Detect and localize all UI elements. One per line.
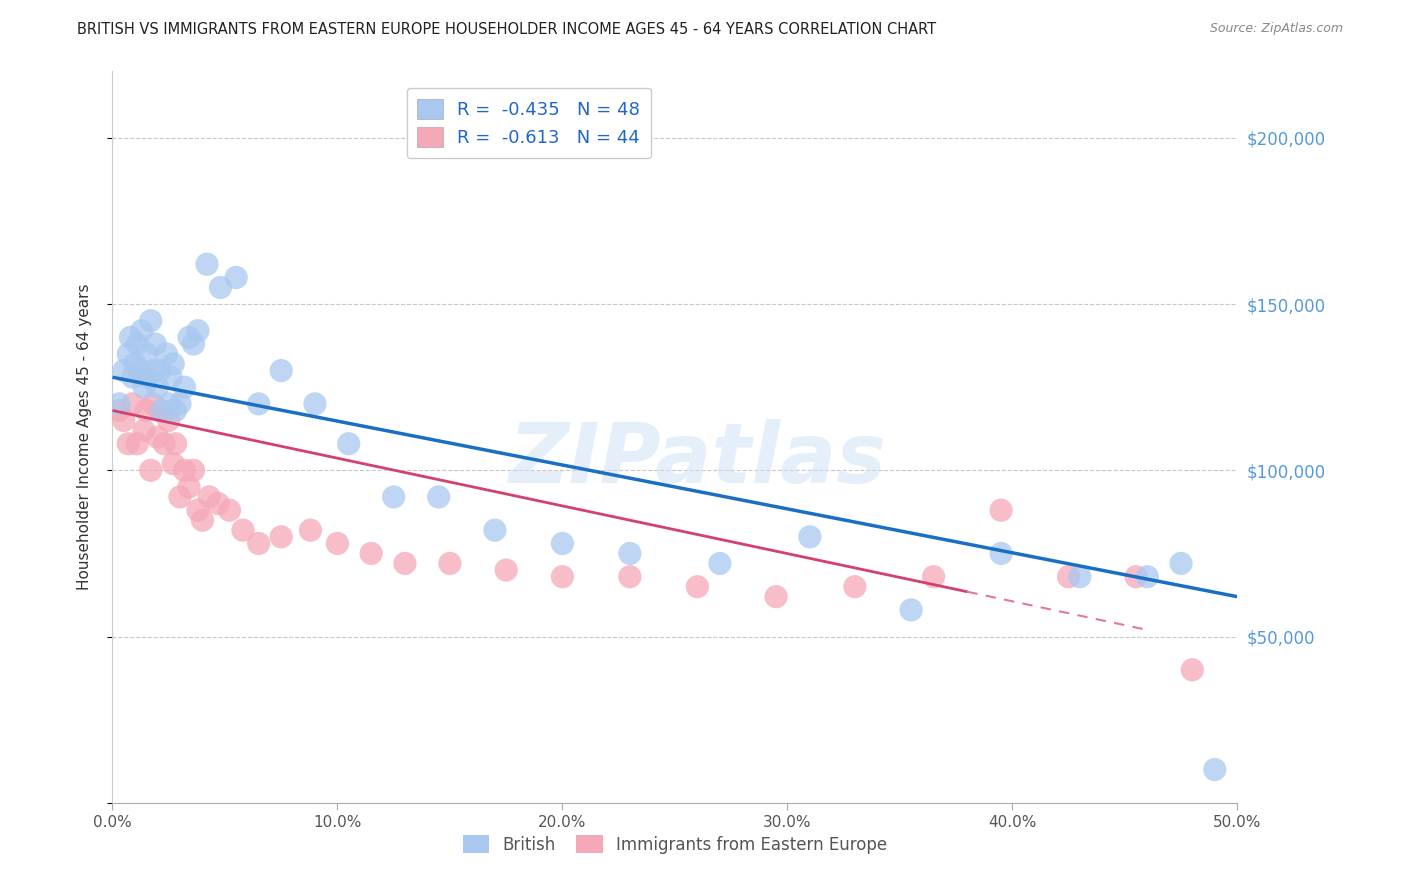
Text: Source: ZipAtlas.com: Source: ZipAtlas.com bbox=[1209, 22, 1343, 36]
Point bbox=[146, 430, 169, 444]
Point bbox=[394, 557, 416, 571]
Point bbox=[127, 436, 149, 450]
Point bbox=[218, 503, 240, 517]
Point bbox=[337, 436, 360, 450]
Y-axis label: Householder Income Ages 45 - 64 years: Householder Income Ages 45 - 64 years bbox=[77, 284, 91, 591]
Point bbox=[207, 497, 229, 511]
Point bbox=[139, 463, 162, 477]
Point bbox=[153, 436, 176, 450]
Point bbox=[195, 257, 218, 271]
Point bbox=[157, 397, 180, 411]
Point bbox=[149, 403, 172, 417]
Point bbox=[439, 557, 461, 571]
Point bbox=[619, 570, 641, 584]
Point bbox=[551, 570, 574, 584]
Point bbox=[191, 513, 214, 527]
Point bbox=[183, 463, 205, 477]
Point bbox=[709, 557, 731, 571]
Point bbox=[177, 330, 200, 344]
Point bbox=[165, 436, 187, 450]
Point bbox=[142, 363, 165, 377]
Point bbox=[131, 324, 153, 338]
Point bbox=[173, 380, 195, 394]
Point bbox=[360, 546, 382, 560]
Point bbox=[799, 530, 821, 544]
Point bbox=[225, 270, 247, 285]
Point bbox=[1204, 763, 1226, 777]
Point bbox=[162, 357, 184, 371]
Point bbox=[187, 503, 209, 517]
Point bbox=[990, 503, 1012, 517]
Point bbox=[183, 337, 205, 351]
Point bbox=[128, 363, 150, 377]
Point bbox=[169, 490, 191, 504]
Point bbox=[127, 337, 149, 351]
Point bbox=[112, 413, 135, 427]
Point bbox=[382, 490, 405, 504]
Point bbox=[112, 363, 135, 377]
Point bbox=[900, 603, 922, 617]
Point bbox=[173, 463, 195, 477]
Text: BRITISH VS IMMIGRANTS FROM EASTERN EUROPE HOUSEHOLDER INCOME AGES 45 - 64 YEARS : BRITISH VS IMMIGRANTS FROM EASTERN EUROP… bbox=[77, 22, 936, 37]
Point bbox=[326, 536, 349, 550]
Point bbox=[686, 580, 709, 594]
Point bbox=[132, 424, 155, 438]
Point bbox=[1069, 570, 1091, 584]
Point bbox=[495, 563, 517, 577]
Point bbox=[1181, 663, 1204, 677]
Point bbox=[146, 380, 169, 394]
Text: ZIPatlas: ZIPatlas bbox=[509, 418, 886, 500]
Point bbox=[138, 370, 160, 384]
Point bbox=[108, 403, 131, 417]
Point bbox=[120, 330, 142, 344]
Point bbox=[162, 457, 184, 471]
Point bbox=[198, 490, 221, 504]
Point bbox=[922, 570, 945, 584]
Point bbox=[765, 590, 787, 604]
Point bbox=[155, 347, 177, 361]
Point bbox=[270, 363, 292, 377]
Point bbox=[990, 546, 1012, 560]
Point bbox=[135, 347, 157, 361]
Point bbox=[1125, 570, 1147, 584]
Point bbox=[427, 490, 450, 504]
Point bbox=[299, 523, 322, 537]
Point bbox=[270, 530, 292, 544]
Point bbox=[128, 363, 150, 377]
Point bbox=[619, 546, 641, 560]
Point bbox=[121, 370, 143, 384]
Point bbox=[247, 536, 270, 550]
Point bbox=[117, 436, 139, 450]
Point bbox=[124, 357, 146, 371]
Point bbox=[150, 403, 173, 417]
Point bbox=[121, 397, 143, 411]
Point bbox=[187, 324, 209, 338]
Point bbox=[169, 397, 191, 411]
Point bbox=[143, 337, 166, 351]
Point bbox=[135, 403, 157, 417]
Point bbox=[484, 523, 506, 537]
Point bbox=[1170, 557, 1192, 571]
Point bbox=[139, 314, 162, 328]
Point bbox=[177, 480, 200, 494]
Point bbox=[1136, 570, 1159, 584]
Point bbox=[1057, 570, 1080, 584]
Point bbox=[108, 397, 131, 411]
Point bbox=[247, 397, 270, 411]
Point bbox=[142, 397, 165, 411]
Point bbox=[165, 403, 187, 417]
Point bbox=[844, 580, 866, 594]
Point bbox=[551, 536, 574, 550]
Point bbox=[157, 413, 180, 427]
Point bbox=[117, 347, 139, 361]
Point bbox=[160, 370, 183, 384]
Legend: R =  -0.435   N = 48, R =  -0.613   N = 44: R = -0.435 N = 48, R = -0.613 N = 44 bbox=[406, 87, 651, 158]
Point bbox=[232, 523, 254, 537]
Point bbox=[149, 363, 172, 377]
Point bbox=[132, 380, 155, 394]
Point bbox=[209, 280, 232, 294]
Point bbox=[304, 397, 326, 411]
